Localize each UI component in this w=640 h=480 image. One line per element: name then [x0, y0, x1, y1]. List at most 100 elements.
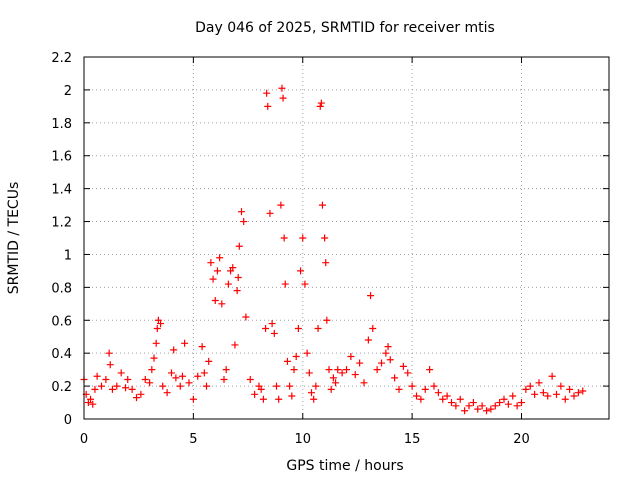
x-tick-label: 5: [189, 432, 197, 447]
data-point: [332, 379, 340, 387]
data-point: [408, 382, 416, 390]
data-series-srmtid: [80, 84, 587, 415]
y-tick-label: 1.4: [51, 183, 72, 198]
data-point: [218, 300, 226, 308]
data-point: [268, 320, 276, 328]
x-tick-label: 15: [404, 432, 421, 447]
data-point: [280, 234, 288, 242]
data-point: [509, 392, 517, 400]
data-point: [163, 389, 171, 397]
data-point: [478, 402, 486, 410]
data-point: [263, 89, 271, 97]
data-point: [496, 399, 504, 407]
data-point: [257, 385, 265, 393]
data-point: [205, 357, 213, 365]
data-point: [327, 385, 335, 393]
data-point: [308, 389, 315, 397]
data-point: [557, 382, 565, 390]
data-point: [275, 395, 283, 403]
x-tick-label: 10: [294, 432, 311, 447]
data-point: [172, 374, 180, 382]
data-point: [500, 395, 508, 403]
data-point: [461, 407, 469, 415]
data-point: [539, 389, 547, 397]
data-point: [483, 407, 490, 415]
data-point: [322, 259, 330, 267]
data-point: [231, 341, 239, 349]
data-point: [360, 379, 368, 387]
data-point: [356, 359, 364, 367]
data-point: [87, 395, 95, 403]
data-point: [246, 376, 254, 384]
data-point: [185, 379, 193, 387]
data-point: [373, 366, 381, 374]
data-point: [316, 102, 324, 110]
data-point: [189, 395, 197, 403]
data-point: [297, 267, 305, 275]
data-point: [240, 218, 248, 226]
data-point: [574, 389, 582, 397]
data-point: [153, 325, 161, 332]
data-point: [168, 369, 175, 377]
data-point: [198, 343, 206, 351]
y-tick-label: 0.4: [51, 347, 72, 362]
data-point: [518, 399, 525, 407]
data-point: [150, 354, 158, 362]
data-point: [273, 382, 280, 390]
data-point: [105, 349, 113, 357]
chart-title: Day 046 of 2025, SRMTID for receiver mti…: [195, 20, 495, 36]
data-point: [404, 369, 412, 377]
data-point: [347, 352, 355, 360]
data-point: [561, 395, 569, 403]
data-point: [369, 325, 377, 332]
data-point: [242, 313, 250, 321]
data-point: [426, 366, 434, 374]
data-point: [548, 372, 556, 380]
data-point: [194, 372, 202, 380]
data-point: [421, 385, 429, 393]
data-point: [351, 371, 359, 379]
data-point: [382, 349, 390, 357]
data-point: [262, 325, 270, 332]
data-point: [157, 320, 165, 328]
data-point: [367, 292, 375, 300]
data-point: [465, 402, 473, 410]
data-point: [531, 390, 539, 398]
data-point: [292, 352, 300, 360]
data-point: [310, 395, 318, 403]
data-point: [283, 357, 291, 365]
data-point: [234, 273, 242, 281]
data-point: [148, 366, 156, 374]
data-point: [487, 405, 495, 413]
data-point: [430, 382, 438, 390]
data-point: [469, 399, 477, 407]
data-point: [224, 280, 232, 288]
data-point: [323, 316, 331, 324]
y-tick-labels: 0 0.2 0.4 0.6 0.8 1 1.2 1.4 1.6 1.8 2 2.2: [51, 51, 72, 428]
data-point: [213, 267, 221, 275]
data-point: [321, 234, 329, 242]
data-point: [305, 369, 313, 377]
data-point: [395, 385, 403, 393]
data-point: [264, 102, 272, 110]
data-point: [317, 99, 325, 107]
data-point: [279, 94, 287, 102]
x-tick-label: 0: [80, 432, 88, 447]
data-point: [318, 201, 326, 209]
y-axis-title: SRMTID / TECUs: [6, 182, 22, 295]
data-point: [266, 209, 274, 217]
data-point: [504, 400, 512, 408]
data-point: [334, 366, 342, 374]
data-point: [434, 389, 442, 397]
data-point: [391, 374, 399, 382]
data-point: [108, 385, 116, 393]
data-point: [399, 362, 407, 370]
y-tick-label: 0.2: [51, 380, 72, 395]
data-point: [216, 254, 224, 262]
data-point: [207, 259, 215, 267]
data-point: [233, 287, 241, 295]
y-tick-label: 0: [64, 413, 72, 428]
data-point: [209, 275, 217, 283]
